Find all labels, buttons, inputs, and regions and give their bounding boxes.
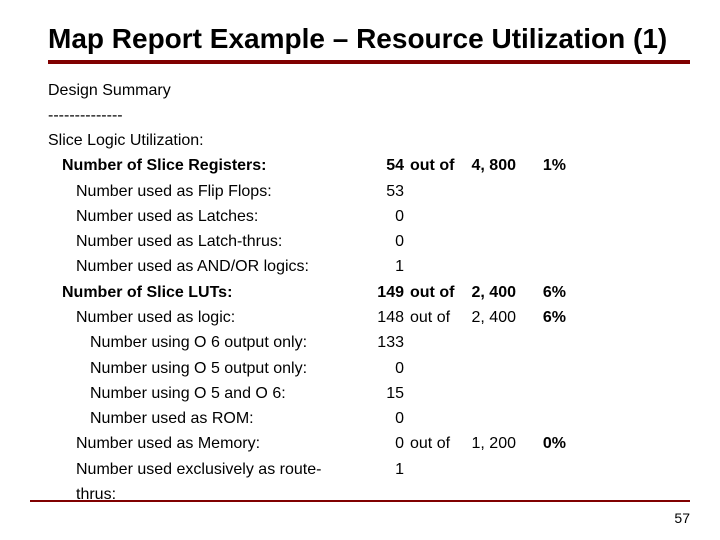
rows-container: Number of Slice Registers:54out of4, 800… — [48, 153, 690, 507]
row-value: 0 — [350, 229, 404, 254]
row-value: 1 — [350, 254, 404, 279]
report-row: Number used as logic:148out of2, 4006% — [48, 305, 690, 330]
row-label: Number of Slice LUTs: — [48, 280, 350, 305]
row-label: Number used as ROM: — [48, 406, 350, 431]
row-value: 0 — [350, 406, 404, 431]
report-row: Number used as Memory:0out of1, 2000% — [48, 431, 690, 456]
report-body: Design Summary -------------- Slice Logi… — [48, 78, 690, 508]
row-percent: 6% — [516, 305, 566, 330]
report-row: Number using O 5 and O 6:15 — [48, 381, 690, 406]
row-label: Number of Slice Registers: — [48, 153, 350, 178]
report-row: Number used as Latch-thrus:0 — [48, 229, 690, 254]
row-value: 54 — [350, 153, 404, 178]
row-label: Number using O 5 and O 6: — [48, 381, 350, 406]
report-row: Number using O 6 output only:133 — [48, 330, 690, 355]
row-value: 0 — [350, 356, 404, 381]
row-label: Number used as Latch-thrus: — [48, 229, 350, 254]
row-value: 53 — [350, 179, 404, 204]
report-row: Number used as Latches:0 — [48, 204, 690, 229]
row-percent: 0% — [516, 431, 566, 456]
row-total: 2, 400 — [456, 305, 516, 330]
row-of: out of — [404, 305, 456, 330]
row-value: 0 — [350, 431, 404, 456]
row-value: 15 — [350, 381, 404, 406]
report-row: Number used as ROM:0 — [48, 406, 690, 431]
report-row: Number using O 5 output only:0 — [48, 356, 690, 381]
row-value: 148 — [350, 305, 404, 330]
row-percent: 1% — [516, 153, 566, 178]
separator-dashes: -------------- — [48, 103, 690, 128]
section-header: Slice Logic Utilization: — [48, 128, 690, 153]
row-total: 2, 400 — [456, 280, 516, 305]
row-total: 1, 200 — [456, 431, 516, 456]
row-label: Number used as logic: — [48, 305, 350, 330]
row-total: 4, 800 — [456, 153, 516, 178]
row-label: Number used as AND/OR logics: — [48, 254, 350, 279]
row-value: 149 — [350, 280, 404, 305]
slide: Map Report Example – Resource Utilizatio… — [0, 0, 720, 540]
design-summary-label: Design Summary — [48, 78, 690, 103]
report-row: Number used as AND/OR logics:1 — [48, 254, 690, 279]
row-label: Number used as Memory: — [48, 431, 350, 456]
report-row: Number used as Flip Flops:53 — [48, 179, 690, 204]
page-number: 57 — [674, 510, 690, 526]
row-label: Number used as Flip Flops: — [48, 179, 350, 204]
report-row: Number of Slice Registers:54out of4, 800… — [48, 153, 690, 178]
title-rule: Map Report Example – Resource Utilizatio… — [48, 22, 690, 64]
row-of: out of — [404, 153, 456, 178]
row-value: 133 — [350, 330, 404, 355]
footer-rule — [30, 500, 690, 502]
row-label: Number using O 5 output only: — [48, 356, 350, 381]
row-label: Number using O 6 output only: — [48, 330, 350, 355]
row-value: 1 — [350, 457, 404, 482]
row-of: out of — [404, 280, 456, 305]
row-label: Number used as Latches: — [48, 204, 350, 229]
report-row: Number of Slice LUTs:149out of2, 4006% — [48, 280, 690, 305]
row-value: 0 — [350, 204, 404, 229]
page-title: Map Report Example – Resource Utilizatio… — [48, 22, 690, 60]
row-of: out of — [404, 431, 456, 456]
row-percent: 6% — [516, 280, 566, 305]
